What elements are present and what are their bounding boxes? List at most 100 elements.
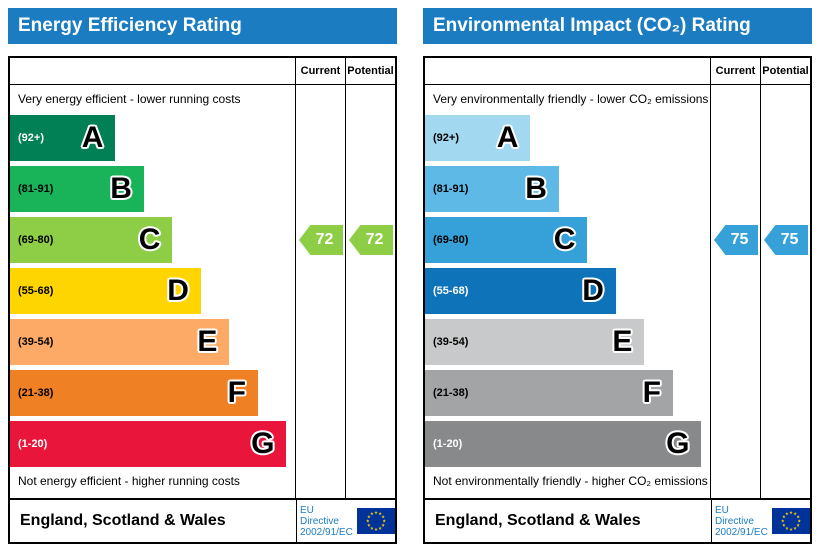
band-letter: G (251, 427, 275, 460)
band-bar-g: (1-20) G (10, 421, 287, 467)
eu-directive-cell: EU Directive 2002/91/EC (296, 500, 395, 542)
band-letter: E (612, 325, 633, 358)
potential-column-header: Potential (760, 58, 810, 84)
energy-efficiency-chart: Energy Efficiency Rating Current Potenti… (8, 8, 397, 544)
band-range-label: (1-20) (18, 438, 48, 450)
band-bar-c: (69-80) C (425, 217, 588, 263)
band-letter: A (81, 121, 104, 154)
band-range-label: (81-91) (433, 183, 469, 195)
band-bar-f: (21-38) F (425, 370, 673, 416)
band-range-label: (55-68) (433, 285, 469, 297)
band-letter: B (525, 172, 547, 205)
current-rating-value: 72 (315, 231, 334, 248)
potential-column-header: Potential (345, 58, 395, 84)
environmental-impact-title-bar: Environmental Impact (CO₂) Rating (423, 8, 812, 44)
band-letter: D (582, 274, 604, 307)
column-header-row: Current Potential (425, 58, 810, 85)
header-spacer (425, 58, 710, 84)
bands-area: Very energy efficient - lower running co… (10, 85, 295, 498)
band-row-g: (1-20) G (425, 421, 710, 467)
band-row-a: (92+) A (10, 115, 295, 161)
band-bar-b: (81-91) B (10, 166, 144, 212)
band-letter: B (110, 172, 132, 205)
eu-directive-cell: EU Directive 2002/91/EC (711, 500, 810, 542)
eu-directive-label: EU Directive 2002/91/EC (715, 505, 768, 538)
column-header-row: Current Potential (10, 58, 395, 85)
band-bar-e: (39-54) E (425, 319, 645, 365)
energy-efficiency-table: Current Potential Very energy efficient … (8, 56, 397, 544)
band-range-label: (69-80) (18, 234, 54, 246)
band-letter: E (197, 325, 218, 358)
band-bar-f: (21-38) F (10, 370, 258, 416)
band-letter: F (227, 376, 246, 409)
region-label: England, Scotland & Wales (20, 512, 226, 529)
band-row-f: (21-38) F (10, 370, 295, 416)
band-bar-a: (92+) A (10, 115, 116, 161)
band-letter: C (553, 223, 576, 256)
bottom-caption: Not environmentally friendly - higher CO… (433, 474, 708, 488)
eu-directive-line2: 2002/91/EC (715, 526, 768, 538)
band-range-label: (92+) (18, 132, 44, 144)
table-footer: England, Scotland & Wales EU Directive 2… (425, 498, 810, 542)
band-range-label: (39-54) (433, 336, 469, 348)
eu-flag-icon (356, 508, 395, 534)
band-row-d: (55-68) D (425, 268, 710, 314)
energy-efficiency-title: Energy Efficiency Rating (18, 15, 242, 36)
band-row-f: (21-38) F (425, 370, 710, 416)
band-row-e: (39-54) E (10, 319, 295, 365)
band-letter: G (666, 427, 690, 460)
current-rating-arrow: 75 (714, 225, 758, 255)
band-range-label: (39-54) (18, 336, 54, 348)
band-letter: C (138, 223, 161, 256)
top-caption: Very environmentally friendly - lower CO… (433, 92, 709, 106)
band-range-label: (81-91) (18, 183, 54, 195)
energy-efficiency-title-bar: Energy Efficiency Rating (8, 8, 397, 44)
current-column-header: Current (295, 58, 345, 84)
band-range-label: (21-38) (433, 387, 469, 399)
rating-bands: (92+) A (81-91) B (69-80) C (55-68) D (39-54) E (2… (10, 111, 295, 472)
bands-area: Very environmentally friendly - lower CO… (425, 85, 710, 498)
potential-rating-value: 72 (365, 231, 384, 248)
band-bar-a: (92+) A (425, 115, 531, 161)
band-row-e: (39-54) E (425, 319, 710, 365)
eu-directive-label: EU Directive 2002/91/EC (300, 505, 353, 538)
top-caption: Very energy efficient - lower running co… (18, 92, 241, 106)
environmental-impact-chart: Environmental Impact (CO₂) Rating Curren… (423, 8, 812, 544)
band-bar-c: (69-80) C (10, 217, 173, 263)
band-bar-e: (39-54) E (10, 319, 230, 365)
band-row-b: (81-91) B (425, 166, 710, 212)
band-range-label: (92+) (433, 132, 459, 144)
eu-directive-line1: EU Directive (715, 504, 754, 527)
band-row-b: (81-91) B (10, 166, 295, 212)
current-value-column: 72 (295, 85, 345, 498)
band-letter: F (642, 376, 661, 409)
band-range-label: (1-20) (433, 438, 463, 450)
environmental-impact-table: Current Potential Very environmentally f… (423, 56, 812, 544)
band-bar-d: (55-68) D (10, 268, 201, 314)
region-label: England, Scotland & Wales (435, 512, 641, 529)
rating-bands: (92+) A (81-91) B (69-80) C (55-68) D (39-54) E (2… (425, 111, 710, 472)
band-row-g: (1-20) G (10, 421, 295, 467)
rating-body: Very energy efficient - lower running co… (10, 85, 395, 498)
eu-directive-line1: EU Directive (300, 504, 339, 527)
potential-value-column: 75 (760, 85, 810, 498)
potential-rating-value: 75 (780, 231, 799, 248)
band-row-a: (92+) A (425, 115, 710, 161)
bottom-caption: Not energy efficient - higher running co… (18, 474, 240, 488)
band-row-c: (69-80) C (10, 217, 295, 263)
band-letter: D (167, 274, 189, 307)
rating-body: Very environmentally friendly - lower CO… (425, 85, 810, 498)
band-letter: A (496, 121, 519, 154)
header-spacer (10, 58, 295, 84)
current-column-header: Current (710, 58, 760, 84)
band-range-label: (21-38) (18, 387, 54, 399)
band-range-label: (69-80) (433, 234, 469, 246)
current-rating-value: 75 (730, 231, 749, 248)
potential-rating-arrow: 72 (349, 225, 393, 255)
potential-rating-arrow: 75 (764, 225, 808, 255)
potential-value-column: 72 (345, 85, 395, 498)
eu-flag-icon (771, 508, 810, 534)
current-value-column: 75 (710, 85, 760, 498)
band-bar-g: (1-20) G (425, 421, 702, 467)
